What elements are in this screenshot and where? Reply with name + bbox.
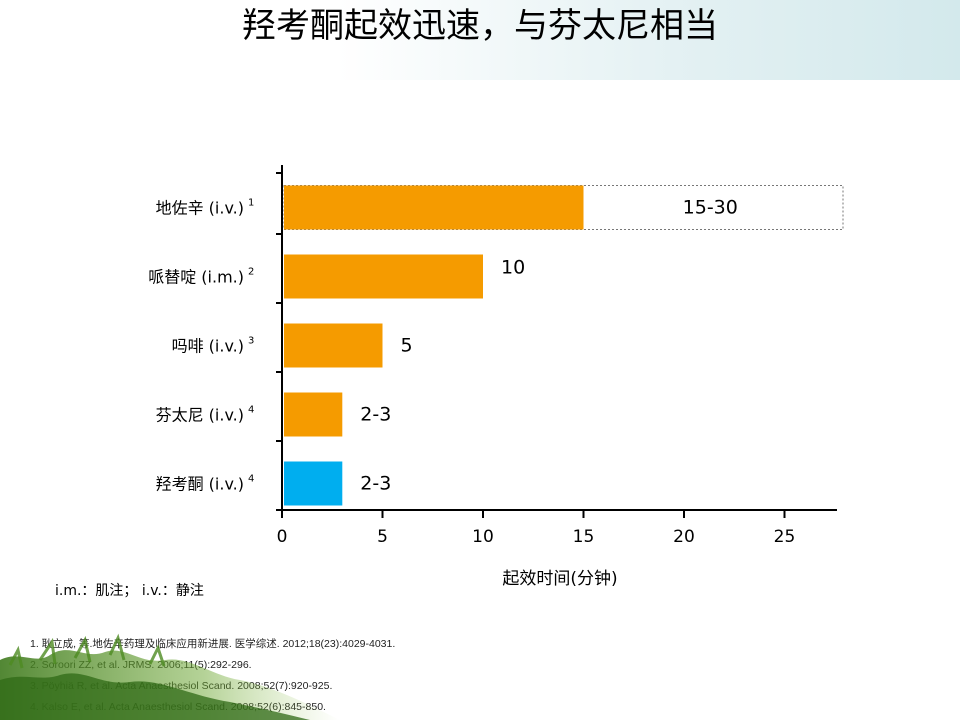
data-label: 10 [501,257,525,279]
category-ref-superscript: 3 [248,336,254,347]
grass-decoration [0,633,340,720]
data-label: 15-30 [683,197,738,219]
data-label: 2-3 [360,473,391,495]
bar [284,254,483,299]
bar [284,323,383,368]
onset-time-chart: 0 5 10 15 20 25 地佐辛 (i.v.) 1 15-30 哌替啶 (i.m.) 2 10 吗… [148,165,844,589]
category-ref-superscript: 1 [248,198,254,209]
category-label: 羟考酮 (i.v.) [156,475,244,494]
data-label: 5 [401,335,413,357]
category-label: 哌替啶 (i.m.) [148,268,244,287]
x-tick-label: 20 [673,527,695,547]
category-ref-superscript: 4 [248,474,254,485]
bar [284,461,343,506]
abbreviation-note: i.m.：肌注； i.v.：静注 [55,583,204,599]
category-label: 芬太尼 (i.v.) [156,406,244,425]
data-label: 2-3 [360,404,391,426]
category-ref-superscript: 2 [248,267,254,278]
bar [284,185,584,230]
category-label: 地佐辛 (i.v.) [156,199,244,218]
category-ref-superscript: 4 [248,405,254,416]
category-label: 吗啡 (i.v.) [172,337,244,356]
x-tick-label: 15 [573,527,595,547]
x-tick-label: 10 [472,527,494,547]
header-band [0,0,960,80]
x-tick-label: 0 [277,527,288,547]
bar [284,392,343,437]
x-tick-label: 25 [774,527,796,547]
x-axis-title: 起效时间(分钟) [502,569,617,589]
slide-title: 羟考酮起效迅速，与芬太尼相当 [242,6,718,46]
x-tick-label: 5 [377,527,388,547]
